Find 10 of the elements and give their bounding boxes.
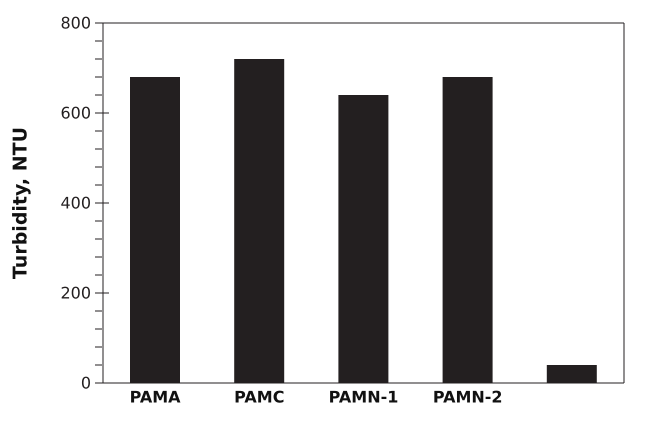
- y-tick-label: 200: [60, 284, 91, 303]
- y-axis-title: Turbidity, NTU: [10, 126, 32, 280]
- y-tick-label: 600: [60, 104, 91, 123]
- x-tick-label: PAMN-2: [432, 387, 503, 406]
- x-tick-label: PAMA: [130, 387, 182, 406]
- x-tick-label: PAMC: [234, 387, 284, 406]
- y-tick-label: 400: [60, 194, 91, 213]
- y-tick-label: 800: [60, 14, 91, 33]
- y-tick-label: 0: [80, 374, 91, 393]
- x-tick-label: PAMN-1: [328, 387, 398, 406]
